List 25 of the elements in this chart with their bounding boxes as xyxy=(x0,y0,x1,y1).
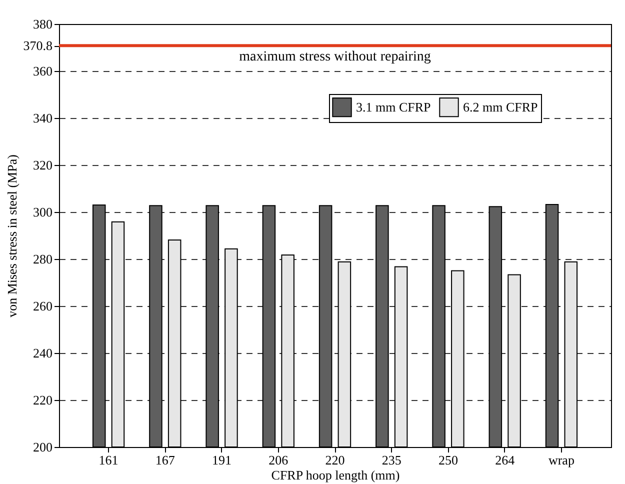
y-tick-label: 260 xyxy=(33,298,52,314)
y-tick-label: 280 xyxy=(33,252,52,266)
y-tick-label: 240 xyxy=(33,346,52,360)
x-tick-label: 191 xyxy=(212,452,232,468)
x-tick-label: 161 xyxy=(98,452,118,468)
x-tick-label: wrap xyxy=(548,452,574,468)
x-tick-label: 264 xyxy=(495,452,516,468)
legend-label: 6.2 mm CFRP xyxy=(463,99,538,114)
ref-line-label: maximum stress without repairing xyxy=(239,50,431,65)
x-tick-label: 206 xyxy=(268,452,289,468)
y-tick-label: 320 xyxy=(33,158,52,172)
y-tick-label: 340 xyxy=(33,110,52,126)
y-axis-title: von Mises stress in steel (MPa) xyxy=(4,154,20,318)
x-tick-label: 167 xyxy=(155,452,176,468)
x-tick-label: 220 xyxy=(325,452,345,468)
x-tick-label: 250 xyxy=(438,452,458,468)
y-tick-label: 300 xyxy=(33,204,52,220)
y-tick-label: 220 xyxy=(33,392,52,408)
x-axis-title: CFRP hoop length (mm) xyxy=(271,468,400,482)
legend-label: 3.1 mm CFRP xyxy=(356,99,431,114)
x-tick-label: 235 xyxy=(382,452,402,468)
y-tick-label: 200 xyxy=(33,440,52,454)
y-tick-label: 380 xyxy=(33,16,52,32)
y-tick-label: 370.8 xyxy=(23,38,52,54)
y-tick-label: 360 xyxy=(33,64,52,78)
